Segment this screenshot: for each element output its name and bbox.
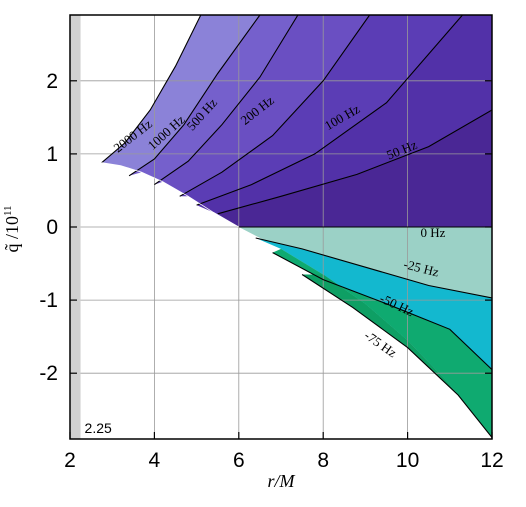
contour--75-hz xyxy=(301,274,492,438)
contour--25-hz xyxy=(255,237,492,299)
contour-100-hz xyxy=(196,15,463,206)
contour-1000-hz xyxy=(128,15,261,177)
x-tick-label: 12 xyxy=(480,449,503,472)
contour-50-hz xyxy=(217,109,492,215)
contour--50-hz xyxy=(272,252,492,370)
y-tick-label: 0 xyxy=(46,216,58,239)
svg-text:q̃ /1011: q̃ /1011 xyxy=(2,205,22,252)
contour-lines xyxy=(101,15,492,438)
x-tick-label: 4 xyxy=(149,449,161,472)
contour-200-hz xyxy=(179,15,371,197)
x-tick-label: 6 xyxy=(233,449,245,472)
contour-label-0-hz: 0 Hz xyxy=(420,225,445,240)
x-tick-labels: 2 4 6 8 10 12 xyxy=(64,449,504,472)
boundary-upper xyxy=(101,162,239,228)
contour-500-hz xyxy=(154,15,299,186)
contour-2000-hz xyxy=(101,15,202,164)
y-tick-label: -1 xyxy=(39,289,58,312)
x-axis-label: r/M xyxy=(268,471,296,491)
y-axis-label: q̃ /1011 xyxy=(2,205,22,252)
region-0-hz xyxy=(238,227,492,439)
y-tick-label: 1 xyxy=(46,143,58,166)
region--50-hz xyxy=(272,248,492,439)
x-tick-label: 10 xyxy=(396,449,419,472)
colored-regions xyxy=(101,15,492,439)
excluded-region-label: 2.25 xyxy=(85,420,112,436)
axis-ticks xyxy=(69,80,493,439)
x-tick-label: 2 xyxy=(64,449,76,472)
y-tick-label: 2 xyxy=(46,70,58,93)
y-tick-label: -2 xyxy=(39,362,58,385)
y-tick-labels: -2 -1 0 1 2 xyxy=(39,70,58,385)
region-50-hz xyxy=(217,110,492,227)
x-tick-label: 8 xyxy=(317,449,329,472)
region--25-hz xyxy=(255,238,492,439)
